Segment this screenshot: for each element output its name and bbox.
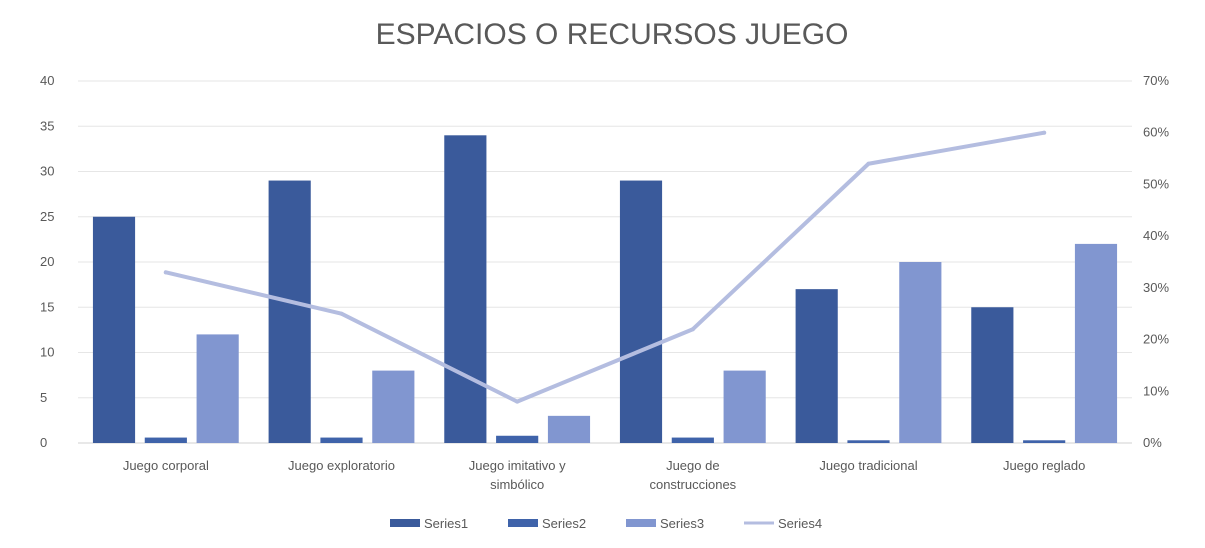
bar-series3 — [899, 262, 942, 443]
right-axis-labels: 0% 10% 20% 30% 40% 50% 60% 70% — [1143, 73, 1169, 450]
category-labels: Juego corporal Juego exploratorio Juego im… — [123, 458, 1086, 492]
line-point — [339, 311, 344, 316]
bars — [92, 135, 1118, 444]
bar-series3 — [372, 370, 415, 443]
left-tick-label: 20 — [40, 254, 54, 269]
bar-series3 — [1074, 243, 1118, 443]
bar-series1 — [619, 180, 663, 444]
left-tick-label: 25 — [40, 209, 54, 224]
bar-series2 — [496, 435, 539, 443]
category-label: Juego reglado — [1003, 458, 1085, 473]
left-tick-label: 30 — [40, 164, 54, 179]
bar-series2 — [144, 437, 187, 443]
legend-label: Series1 — [424, 516, 468, 531]
line-point — [690, 327, 695, 332]
left-tick-label: 40 — [40, 73, 54, 88]
category-label: Juego exploratorio — [288, 458, 395, 473]
category-label: Juego tradicional — [819, 458, 917, 473]
bar-series1 — [971, 307, 1014, 443]
gridlines — [78, 80, 1132, 444]
category-label: Juego corporal — [123, 458, 209, 473]
category-label: Juego de construcciones — [649, 458, 736, 492]
bar-series1 — [795, 289, 838, 443]
bar-series3 — [723, 370, 766, 443]
left-tick-label: 10 — [40, 345, 54, 360]
bar-series2 — [847, 440, 890, 443]
right-tick-label: 40% — [1143, 228, 1169, 243]
left-axis-labels: 0 5 10 15 20 25 30 35 40 — [40, 73, 54, 450]
right-tick-label: 0% — [1143, 435, 1162, 450]
bar-series1 — [268, 180, 311, 444]
left-tick-label: 35 — [40, 118, 54, 133]
right-tick-label: 20% — [1143, 332, 1169, 347]
bar-series2 — [671, 437, 714, 443]
bar-series3 — [547, 415, 591, 443]
right-tick-label: 70% — [1143, 73, 1169, 88]
legend-label: Series2 — [542, 516, 586, 531]
legend-item-series2: Series2 — [508, 516, 586, 531]
left-tick-label: 5 — [40, 390, 47, 405]
left-tick-label: 0 — [40, 435, 47, 450]
bar-series1 — [444, 135, 487, 444]
legend-label: Series4 — [778, 516, 822, 531]
line-point — [1042, 130, 1047, 135]
chart-title: ESPACIOS O RECURSOS JUEGO — [376, 18, 849, 51]
category-label: Juego imitativo y simbólico — [469, 458, 566, 492]
bar-series2 — [1023, 440, 1066, 443]
right-tick-label: 50% — [1143, 176, 1169, 191]
bar-series1 — [92, 216, 136, 443]
bar-series3 — [196, 334, 239, 443]
line-point — [163, 270, 168, 275]
right-tick-label: 60% — [1143, 125, 1169, 140]
legend-item-series1: Series1 — [390, 516, 468, 531]
line-point — [866, 161, 871, 166]
legend: Series1 Series2 Series3 Series4 — [390, 516, 822, 531]
right-tick-label: 10% — [1143, 383, 1169, 398]
line-series4 — [163, 130, 1047, 404]
line-series — [163, 130, 1047, 404]
left-tick-label: 15 — [40, 299, 54, 314]
legend-item-series4: Series4 — [744, 516, 822, 531]
legend-swatch — [626, 519, 656, 527]
bar-series2 — [320, 437, 363, 443]
legend-item-series3: Series3 — [626, 516, 704, 531]
legend-label: Series3 — [660, 516, 704, 531]
legend-swatch — [390, 519, 420, 527]
line-point — [515, 399, 520, 404]
right-tick-label: 30% — [1143, 280, 1169, 295]
legend-swatch — [508, 519, 538, 527]
